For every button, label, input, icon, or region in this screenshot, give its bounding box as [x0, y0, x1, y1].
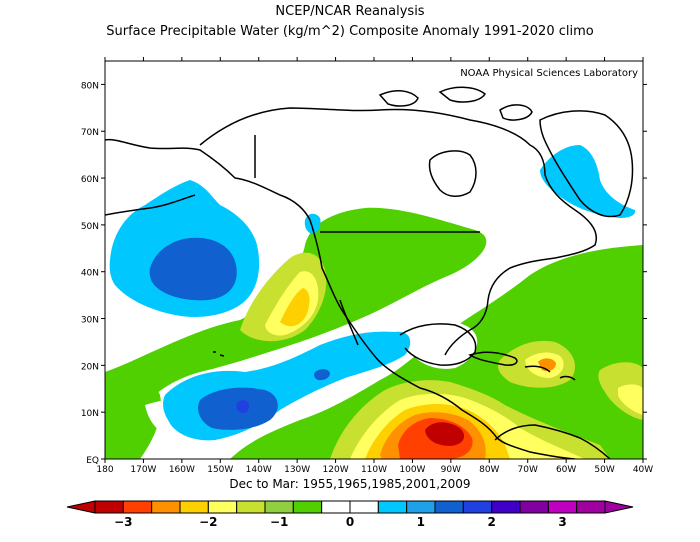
- lat-label: 60N: [81, 175, 99, 185]
- colorbar-swatch: [122, 500, 153, 514]
- lat-label: 30N: [81, 316, 99, 326]
- colorbar-swatch: [179, 500, 209, 514]
- credit-text: NOAA Physical Sciences Laboratory: [460, 68, 638, 79]
- lat-label: 70N: [81, 128, 99, 138]
- colorbar-swatch: [462, 500, 493, 514]
- colorbar-arrow-high: [604, 500, 634, 514]
- lon-label: 160W: [169, 465, 195, 475]
- yellow-shading: [618, 384, 643, 415]
- map-subtitle: Surface Precipitable Water (kg/m^2) Comp…: [106, 24, 594, 39]
- colorbar-swatch: [491, 500, 521, 514]
- lon-label: 50W: [594, 465, 614, 475]
- lon-label: 110W: [361, 465, 387, 475]
- colorbar-tick-label: 1: [417, 515, 425, 529]
- lat-label: 10N: [81, 409, 99, 419]
- dark-red-shading: [425, 422, 465, 446]
- white-gap: [410, 320, 478, 369]
- colorbar-swatch: [434, 500, 464, 514]
- lat-label: 40N: [81, 269, 99, 279]
- colorbar-swatch: [207, 500, 238, 514]
- colorbar-swatch: [94, 500, 124, 514]
- colorbar-swatch: [519, 500, 549, 514]
- dark-blue-shading: [236, 400, 250, 414]
- lat-label: 50N: [81, 222, 99, 232]
- lon-label: 90W: [441, 465, 461, 475]
- coastlines: [105, 86, 634, 459]
- latitude-axis: 80N 70N 60N 50N 40N 30N 20N 10N EQ: [81, 81, 647, 466]
- colorbar-swatch: [377, 500, 408, 514]
- colorbar-swatch: [406, 500, 436, 514]
- lat-label: 20N: [81, 362, 99, 372]
- lon-label: 140W: [246, 465, 272, 475]
- blue-shading: [149, 237, 237, 301]
- green-shading: [105, 370, 161, 459]
- lat-label: EQ: [86, 456, 99, 466]
- yellow-orange-shading: [280, 288, 310, 327]
- colorbar-swatch: [292, 500, 323, 514]
- lon-label: 120W: [323, 465, 349, 475]
- colorbar-tick-label: −1: [270, 515, 288, 529]
- colorbar-swatch: [151, 500, 181, 514]
- lon-label: 130W: [284, 465, 310, 475]
- colorbar-swatch: [321, 500, 351, 514]
- longitude-axis: 180 170W 160W 150W 140W 130W 120W 110W 100W 90W 80…: [96, 57, 653, 475]
- colorbar-swatch: [547, 500, 578, 514]
- colorbar-swatch: [236, 500, 266, 514]
- lon-label: 150W: [207, 465, 233, 475]
- cyan-shading: [540, 145, 636, 218]
- colorbar-swatch: [264, 500, 294, 514]
- colorbar-swatch: [576, 500, 606, 514]
- blue-shading: [314, 369, 330, 381]
- lon-label: 180: [96, 465, 113, 475]
- colorbar-tick-label: 2: [487, 515, 495, 529]
- map-title: NCEP/NCAR Reanalysis: [275, 4, 425, 19]
- lon-label: 170W: [130, 465, 156, 475]
- lon-label: 100W: [399, 465, 425, 475]
- credit-box: [458, 64, 640, 79]
- lon-label: 70W: [518, 465, 538, 475]
- colorbar-tick-label: 0: [346, 515, 354, 529]
- colorbar-arrow-low: [66, 500, 96, 514]
- lon-label: 40W: [633, 465, 653, 475]
- colorbar-swatch: [349, 500, 379, 514]
- anomaly-field: [105, 61, 643, 459]
- period-label: Dec to Mar: 1955,1965,1985,2001,2009: [229, 477, 471, 491]
- colorbar-tick-label: 3: [558, 515, 566, 529]
- colorbar-tick-label: −3: [114, 515, 132, 529]
- lat-label: 80N: [81, 81, 99, 91]
- green-shading: [480, 246, 643, 336]
- lon-label: 80W: [479, 465, 499, 475]
- lon-label: 60W: [556, 465, 576, 475]
- colorbar: −3 −2 −1 0 1 2 3: [66, 500, 634, 529]
- colorbar-tick-label: −2: [199, 515, 217, 529]
